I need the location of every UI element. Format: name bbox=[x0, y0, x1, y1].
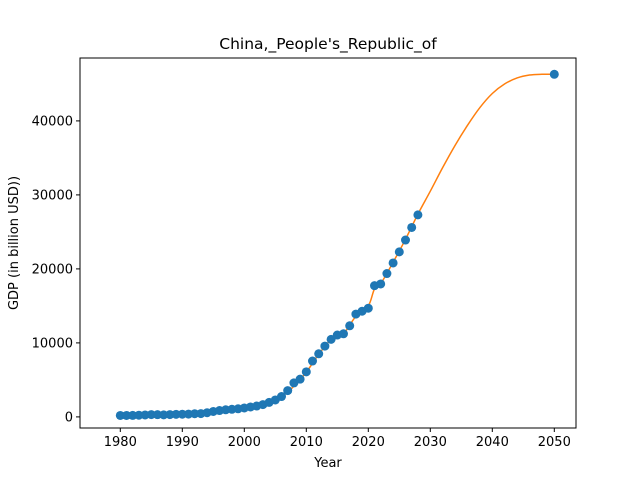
x-tick-label: 2010 bbox=[290, 435, 323, 450]
data-point bbox=[146, 410, 156, 420]
data-point bbox=[339, 329, 348, 339]
data-point bbox=[401, 235, 410, 245]
x-tick-label: 2030 bbox=[414, 435, 447, 450]
y-tick-label: 40000 bbox=[32, 114, 73, 129]
data-point bbox=[363, 303, 373, 313]
x-tick-label: 2040 bbox=[476, 435, 509, 450]
x-axis-label: Year bbox=[313, 456, 342, 471]
x-tick-label: 2050 bbox=[538, 435, 571, 450]
data-point bbox=[308, 356, 317, 366]
data-point bbox=[376, 279, 386, 289]
y-tick-label: 0 bbox=[65, 410, 73, 425]
y-axis-label: GDP (in billion USD)) bbox=[7, 176, 22, 310]
data-point bbox=[277, 392, 286, 402]
data-point bbox=[382, 269, 392, 279]
x-tick-label: 2000 bbox=[228, 435, 261, 450]
plot-frame bbox=[79, 57, 577, 429]
data-point bbox=[301, 367, 311, 377]
y-tick-label: 30000 bbox=[32, 188, 73, 203]
data-point bbox=[413, 210, 423, 220]
x-tick-label: 1980 bbox=[104, 435, 137, 450]
data-point bbox=[407, 222, 417, 232]
x-tick-label: 1990 bbox=[166, 435, 199, 450]
y-tick-label: 20000 bbox=[32, 262, 73, 277]
y-tick-label: 10000 bbox=[32, 336, 73, 351]
data-point bbox=[549, 69, 559, 79]
point-series bbox=[115, 69, 559, 420]
x-tick-label: 2020 bbox=[352, 435, 385, 450]
data-point bbox=[314, 349, 324, 359]
data-point bbox=[115, 410, 125, 420]
data-point bbox=[122, 410, 131, 420]
axis-ticks: 1980 1990 2000 2010 2020 2030 2040 2050 0 10000 20… bbox=[32, 114, 571, 450]
data-point bbox=[345, 321, 355, 331]
data-point bbox=[320, 341, 330, 351]
data-point bbox=[388, 258, 398, 268]
chart-title: China,_People's_Republic_of bbox=[219, 35, 437, 54]
data-point bbox=[283, 386, 293, 396]
data-point bbox=[394, 247, 404, 257]
data-point bbox=[295, 374, 305, 384]
